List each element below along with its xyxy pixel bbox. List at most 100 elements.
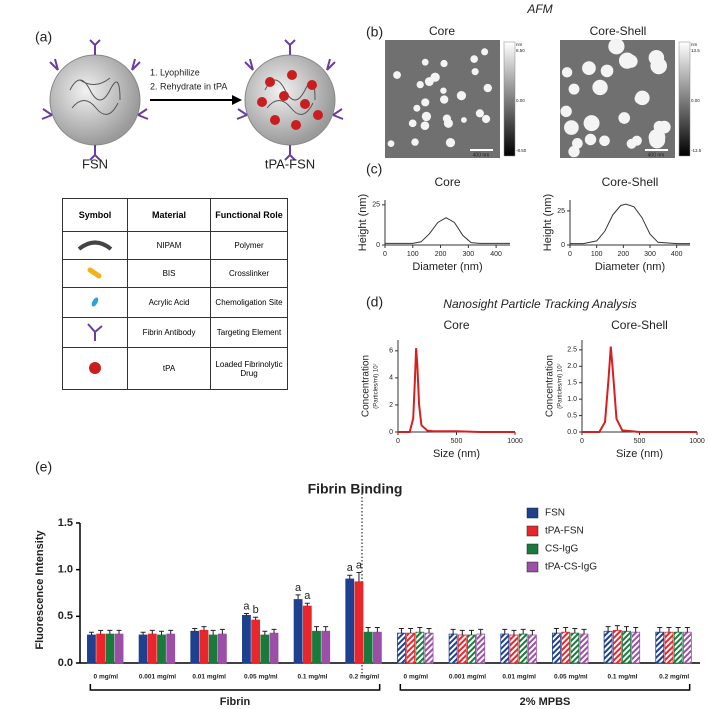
particle-label: tPA-FSN (265, 156, 315, 171)
fsn-particle (49, 54, 141, 146)
group-bracket (399, 684, 691, 691)
role: Loaded Fibrinolytic Drug (210, 347, 288, 390)
x-tick-label: 300 (644, 251, 656, 258)
particle (475, 109, 484, 118)
bar (448, 633, 458, 664)
step: 2. Rehydrate in tPA (150, 81, 227, 91)
x-tick-label: 0.001 mg/ml (139, 674, 176, 681)
error-bar (675, 627, 681, 633)
legend-label: tPA-FSN (545, 526, 584, 537)
legend-swatch (526, 507, 539, 519)
particle (582, 61, 596, 76)
bar (157, 634, 166, 664)
colorbar-unit: nm (691, 42, 698, 47)
y-tick-label: 0.5 (58, 610, 73, 622)
particle (387, 140, 395, 147)
error-bar (563, 627, 569, 633)
particle (648, 128, 666, 146)
bar (673, 631, 683, 664)
symbol (61, 347, 129, 390)
colorbar-label: -13.5 (691, 148, 702, 153)
x-tick-label: 0.2 mg/ml (349, 674, 379, 681)
bar (561, 631, 571, 664)
error-bar (529, 629, 535, 635)
table-header: Symbol (61, 198, 129, 232)
bar (622, 630, 631, 664)
x-axis-label: Diameter (nm) (412, 261, 482, 273)
material: Acrylic Acid (127, 287, 211, 318)
panel-label: (a) (35, 29, 52, 45)
bar (500, 633, 510, 664)
role: Targeting Element (210, 317, 288, 348)
particle (456, 90, 467, 101)
error-bar (159, 630, 164, 635)
particle (608, 38, 625, 55)
bar (302, 605, 312, 664)
error-bar (633, 627, 639, 633)
error-bar (605, 626, 611, 632)
x-tick-label: 0 (396, 438, 400, 445)
y-axis-label: Height (nm) (542, 194, 554, 251)
bar (260, 634, 270, 664)
error-bar (459, 629, 465, 635)
particle (618, 52, 636, 69)
bar (147, 633, 157, 664)
x-tick-label: 200 (435, 251, 447, 258)
error-bar (210, 629, 216, 635)
bar (217, 633, 227, 664)
particle (470, 55, 478, 63)
error-bar (107, 629, 113, 635)
error-bar (553, 627, 559, 634)
bar (518, 633, 528, 664)
bar (114, 633, 124, 664)
error-bar (581, 628, 587, 635)
x-tick-label: 400 (671, 251, 683, 258)
error-bar (417, 627, 423, 633)
significance-letter: b (253, 604, 259, 616)
chart-title: Core-Shell (602, 175, 659, 189)
y-axis-sublabel: (Particles/ml) 10⁷ (373, 363, 380, 409)
bar (406, 632, 416, 664)
particle (650, 57, 667, 75)
x-tick-label: 0.01 mg/ml (192, 674, 226, 681)
particle (439, 95, 449, 104)
colorbar-unit: nm (516, 42, 523, 47)
group-label: Fibrin (220, 696, 251, 708)
bar (467, 634, 476, 664)
colorbar (503, 41, 516, 157)
material: tPA (127, 347, 211, 390)
particle (483, 83, 492, 93)
x-tick-label: 200 (617, 251, 629, 258)
symbol (61, 287, 129, 318)
bar (321, 630, 331, 664)
bar (345, 578, 355, 664)
error-bar (149, 629, 155, 635)
panel-label: (d) (366, 294, 383, 310)
bar (269, 632, 279, 664)
antibodies (41, 39, 344, 161)
bar (570, 632, 580, 664)
bar (579, 633, 589, 664)
chart-title: Core-Shell (611, 318, 668, 332)
legend-table: Symbol Material Functional Role NIPAM Po… (61, 198, 288, 390)
schematic: 1. Lyophilize 2. Rehydrate in tPA FSN tP… (41, 39, 344, 171)
bar (312, 630, 321, 664)
x-tick-label: 100 (407, 251, 419, 258)
legend-swatch (526, 543, 539, 555)
legend-swatch (526, 561, 539, 573)
data-line (385, 217, 510, 244)
particle (592, 79, 608, 96)
particle (481, 114, 491, 124)
error-bar (88, 631, 94, 635)
particle (440, 87, 447, 94)
data-line (398, 348, 515, 433)
x-tick-label: 0.1 mg/ml (608, 674, 638, 681)
particle (634, 93, 645, 104)
legend-swatch (526, 525, 539, 537)
x-tick-label: 0 (383, 251, 387, 258)
particle (461, 117, 467, 123)
material: NIPAM (127, 231, 211, 260)
x-axis-label: Size (nm) (616, 448, 663, 460)
x-tick-label: 1000 (689, 438, 705, 445)
